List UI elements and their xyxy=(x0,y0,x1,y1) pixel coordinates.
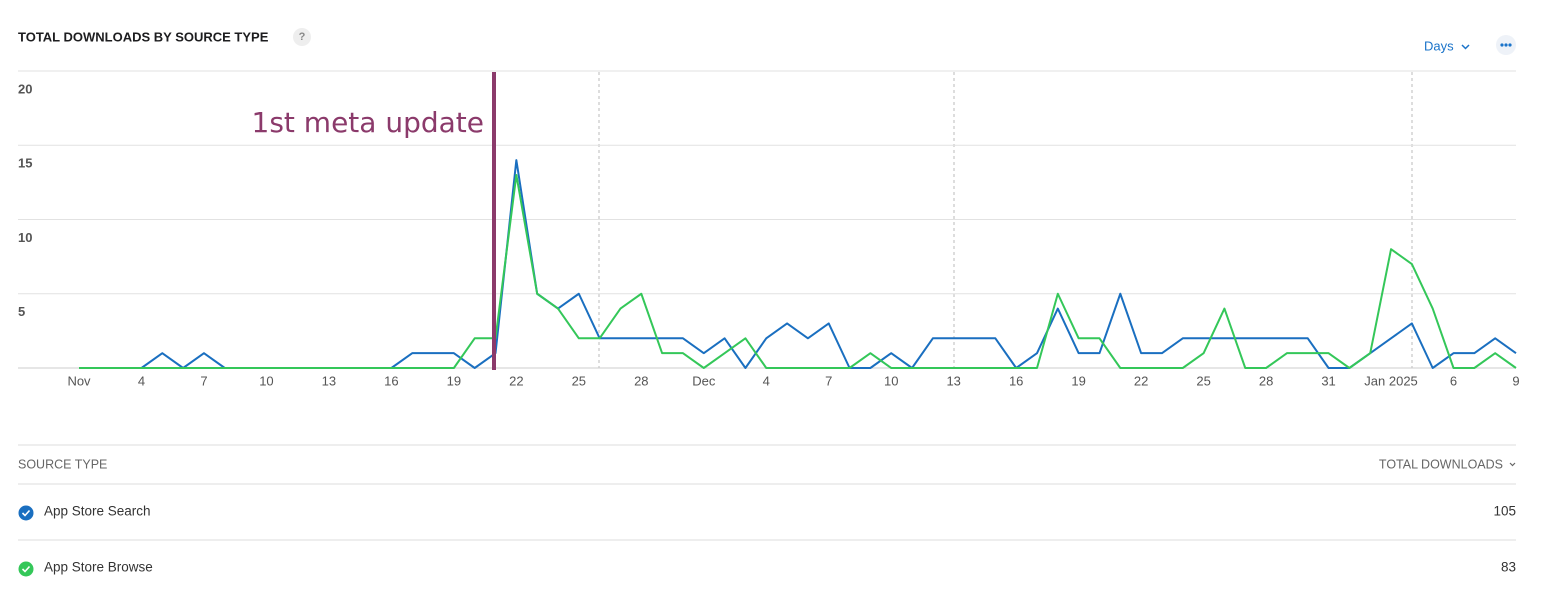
chart-title: TOTAL DOWNLOADS BY SOURCE TYPE xyxy=(18,29,269,44)
x-tick-label: Nov xyxy=(67,373,91,388)
series-line xyxy=(79,173,1517,369)
x-tick-label: 16 xyxy=(1009,373,1023,388)
x-tick-label: 13 xyxy=(946,373,960,388)
y-tick-label: 5 xyxy=(18,304,25,319)
check xyxy=(21,565,31,573)
x-tick-label: 10 xyxy=(259,373,273,388)
annotation: 1st meta update xyxy=(252,106,484,139)
dot xyxy=(1504,43,1508,47)
checkbox[interactable] xyxy=(18,561,34,577)
x-tick-label: 7 xyxy=(200,373,207,388)
check xyxy=(21,509,31,517)
help-text[interactable]: ? xyxy=(299,31,306,43)
y-tick-label: 15 xyxy=(18,156,32,171)
x-tick-label: 28 xyxy=(1259,373,1273,388)
y-tick-label: 10 xyxy=(18,230,32,245)
plot: 5 10 15 20 Nov 4 7 10 13 16 19 22 25 28 Dec 4 7 10 13 16 19 2… xyxy=(18,70,1520,388)
x-tick-label: Jan 2025 xyxy=(1364,373,1418,388)
y-tick-label: 20 xyxy=(18,81,32,96)
x-tick-label: 22 xyxy=(1134,373,1148,388)
chevron xyxy=(1461,44,1470,50)
x-tick-label: 4 xyxy=(138,373,145,388)
x-tick-label: 19 xyxy=(447,373,461,388)
table-rows: App Store Search 105 App Store Browse 83 xyxy=(18,504,1516,577)
dot xyxy=(1500,43,1504,47)
column-header: SOURCE TYPE xyxy=(18,457,107,471)
dot xyxy=(1508,43,1512,47)
x-tick-label: 22 xyxy=(509,373,523,388)
period-markers xyxy=(598,72,1413,368)
x-tick-label: 31 xyxy=(1321,373,1335,388)
period-selector[interactable]: Days xyxy=(1424,38,1454,53)
column-header[interactable]: TOTAL DOWNLOADS xyxy=(1379,457,1503,471)
x-tick-label: 25 xyxy=(572,373,586,388)
x-tick-label: 25 xyxy=(1196,373,1210,388)
x-tick-label: 7 xyxy=(825,373,832,388)
total-downloads: 83 xyxy=(1501,560,1516,575)
x-tick-label: 10 xyxy=(884,373,898,388)
total-downloads: 105 xyxy=(1493,504,1516,519)
x-tick-label: 9 xyxy=(1512,373,1519,388)
x-tick-label: 4 xyxy=(763,373,770,388)
help-icon[interactable] xyxy=(293,28,311,46)
x-tick-label: 13 xyxy=(322,373,336,388)
checkbox[interactable] xyxy=(18,505,34,521)
sort-chevron xyxy=(1509,462,1516,467)
x-tick-label: 16 xyxy=(384,373,398,388)
x-tick-label: 19 xyxy=(1071,373,1085,388)
series-line xyxy=(79,159,1517,369)
source-name: App Store Browse xyxy=(44,560,153,575)
x-tick-label: 6 xyxy=(1450,373,1457,388)
source-name: App Store Search xyxy=(44,504,151,519)
x-tick-label: Dec xyxy=(692,373,716,388)
x-tick-label: 28 xyxy=(634,373,648,388)
